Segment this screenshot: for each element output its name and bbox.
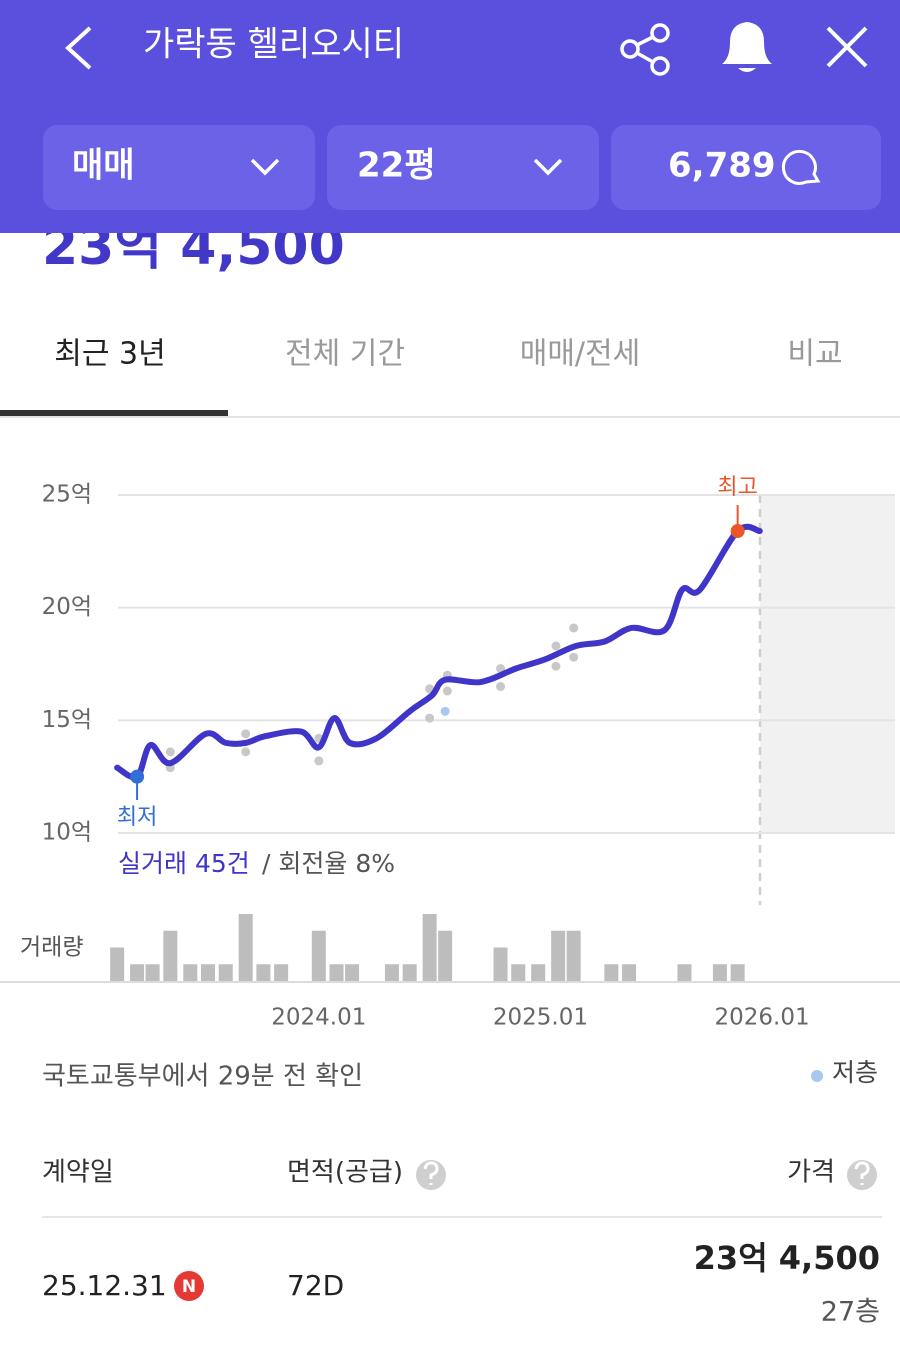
close-button[interactable] xyxy=(826,26,868,68)
column-header: 가격 xyxy=(787,1158,835,1188)
legend-label: 저층 xyxy=(832,1058,878,1087)
page-title: 가락동 헬리오시티 xyxy=(143,25,404,65)
chevron xyxy=(533,158,563,176)
share-button[interactable] xyxy=(620,23,670,76)
volume-bar xyxy=(256,964,271,981)
trade-dot xyxy=(241,729,251,739)
trade-dot xyxy=(569,623,579,633)
volume-bar xyxy=(311,930,326,981)
deal-price: 23억 4,500 xyxy=(694,1239,880,1277)
max-label: 최고 xyxy=(717,475,757,500)
chevron xyxy=(250,158,280,176)
tab[interactable]: 전체 기간 xyxy=(285,337,405,372)
back-button[interactable] xyxy=(65,26,92,70)
volume-bar xyxy=(130,964,145,981)
trade-dot xyxy=(569,652,579,662)
comment-count: 6,789 xyxy=(668,146,776,186)
comments-button[interactable] xyxy=(611,125,881,210)
comment-icon xyxy=(781,149,821,185)
volume-bar xyxy=(274,964,289,981)
trade-dot xyxy=(496,682,506,692)
volume-bar xyxy=(511,964,526,981)
volume-label: 거래량 xyxy=(20,935,83,961)
volume-bar xyxy=(145,964,160,981)
tab[interactable]: 매매/전세 xyxy=(520,337,641,372)
min-label: 최저 xyxy=(117,805,157,830)
volume-bar xyxy=(566,930,581,981)
volume-bar xyxy=(218,964,233,981)
trade-dot xyxy=(551,661,561,671)
size: 22평 xyxy=(357,146,436,186)
volume-bar xyxy=(110,947,125,981)
column-header: 계약일 xyxy=(42,1158,114,1188)
deal-type-dropdown[interactable] xyxy=(43,125,315,210)
trade-dot xyxy=(442,686,452,696)
volume-bar xyxy=(712,964,727,981)
volume-bar xyxy=(402,964,417,981)
y-tick-label: 10억 xyxy=(42,820,92,846)
floor: 27층 xyxy=(821,1297,880,1328)
volume-bar xyxy=(551,930,566,981)
trade-count: 실거래 45건 xyxy=(118,849,250,878)
volume-bar xyxy=(531,964,546,981)
deal-type: 매매 xyxy=(72,146,135,186)
volume-bar xyxy=(422,914,437,981)
legend-marker xyxy=(811,1070,823,1082)
volume-bar xyxy=(329,964,344,981)
trade-dot xyxy=(165,747,175,757)
min-marker xyxy=(130,769,145,784)
volume-bar xyxy=(201,964,216,981)
volume-bar xyxy=(345,964,360,981)
volume-bar xyxy=(438,930,453,981)
trade-dot xyxy=(241,747,251,757)
new-badge-text: N xyxy=(182,1277,196,1297)
trade-dot xyxy=(496,664,506,674)
y-tick-label: 15억 xyxy=(42,707,92,733)
volume-bar xyxy=(622,964,637,981)
new-badge xyxy=(174,1271,204,1301)
volume-bar xyxy=(183,964,198,981)
tab-divider xyxy=(0,416,900,418)
column-header: 면적(공급) xyxy=(287,1158,403,1188)
help-icon[interactable] xyxy=(847,1160,877,1190)
price-chart: 10억 15억 20억 25억 2024.01 2025.01 2026.01 거래량 최고최저… xyxy=(20,475,895,1031)
volume-bar xyxy=(384,964,399,981)
price-line xyxy=(114,523,763,781)
tab-active[interactable]: 최근 3년 xyxy=(54,337,165,372)
volume-bar xyxy=(493,947,508,981)
alarm-button[interactable] xyxy=(722,22,772,72)
volume-bar xyxy=(238,914,253,981)
volume-bar xyxy=(604,964,619,981)
volume-bar xyxy=(677,964,692,981)
contract-date: 25.12.31 xyxy=(42,1269,167,1302)
x-tick-label: 2024.01 xyxy=(271,1005,366,1031)
turnover-rate: / 회전율 8% xyxy=(262,849,395,878)
source-note: 국토교통부에서 29분 전 확인 xyxy=(42,1062,363,1092)
y-tick-label: 20억 xyxy=(42,594,92,620)
help-icon[interactable] xyxy=(416,1160,446,1190)
tab[interactable]: 비교 xyxy=(787,337,842,372)
max-marker xyxy=(730,524,745,539)
trade-dot xyxy=(551,641,561,651)
y-tick-label: 25억 xyxy=(42,482,92,508)
low-floor-dot xyxy=(440,706,450,716)
x-tick-label: 2026.01 xyxy=(714,1005,809,1031)
trade-dot xyxy=(425,713,435,723)
size-dropdown[interactable] xyxy=(327,125,599,210)
area: 72D xyxy=(287,1269,344,1302)
trade-dot xyxy=(314,756,324,766)
volume-bar xyxy=(163,930,178,981)
volume-bar xyxy=(730,964,745,981)
tab-indicator xyxy=(0,410,228,416)
future-area xyxy=(760,495,895,833)
x-tick-label: 2025.01 xyxy=(493,1005,588,1031)
